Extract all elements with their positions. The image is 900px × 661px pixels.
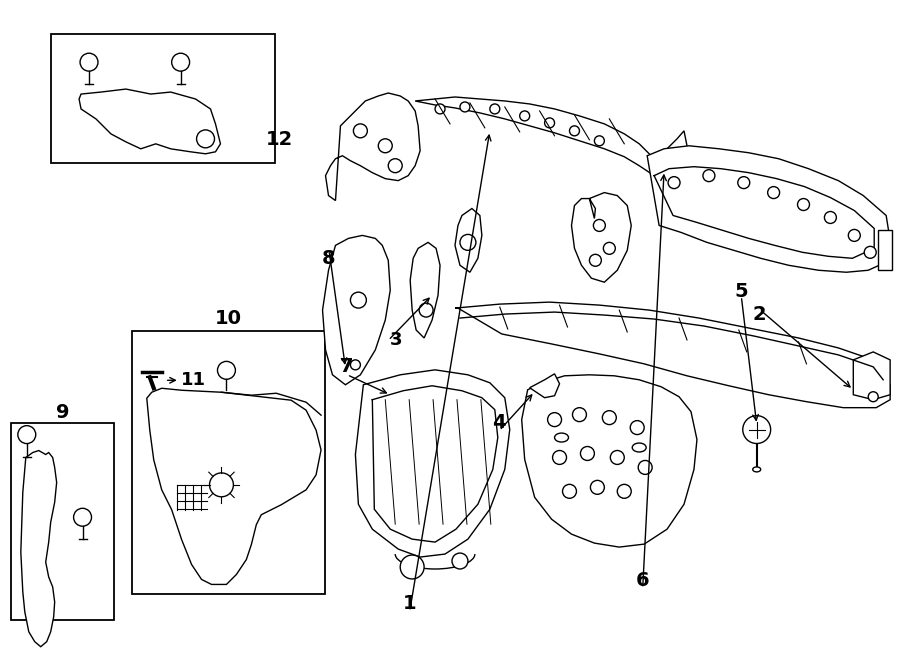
Circle shape: [603, 243, 616, 254]
Circle shape: [868, 392, 878, 402]
Circle shape: [18, 426, 36, 444]
Circle shape: [354, 124, 367, 137]
Circle shape: [460, 235, 476, 251]
Circle shape: [388, 159, 402, 173]
Circle shape: [210, 473, 233, 497]
Polygon shape: [647, 146, 890, 272]
Circle shape: [519, 111, 530, 121]
Polygon shape: [530, 374, 560, 398]
Circle shape: [570, 126, 580, 136]
Circle shape: [768, 186, 779, 198]
Text: 3: 3: [390, 331, 402, 350]
Circle shape: [350, 292, 366, 308]
Polygon shape: [455, 302, 890, 408]
Text: 1: 1: [403, 594, 417, 613]
Polygon shape: [356, 370, 509, 557]
Circle shape: [580, 447, 594, 461]
Circle shape: [196, 130, 214, 148]
Circle shape: [668, 176, 680, 188]
Circle shape: [742, 416, 770, 444]
Ellipse shape: [554, 433, 569, 442]
Circle shape: [544, 118, 554, 128]
Text: 11: 11: [181, 371, 206, 389]
Circle shape: [593, 219, 606, 231]
Circle shape: [553, 451, 566, 465]
Circle shape: [218, 362, 236, 379]
Circle shape: [638, 461, 652, 475]
Circle shape: [849, 229, 860, 241]
Polygon shape: [147, 388, 321, 584]
Circle shape: [797, 198, 809, 210]
Circle shape: [864, 247, 877, 258]
Circle shape: [610, 451, 625, 465]
Circle shape: [400, 555, 424, 579]
Polygon shape: [410, 243, 440, 338]
Circle shape: [547, 412, 562, 426]
Circle shape: [824, 212, 836, 223]
Text: 5: 5: [734, 282, 748, 301]
Text: 2: 2: [752, 305, 766, 323]
Circle shape: [738, 176, 750, 188]
Bar: [131, 330, 325, 594]
Bar: [51, 34, 275, 163]
Circle shape: [419, 303, 433, 317]
Polygon shape: [21, 451, 57, 646]
Polygon shape: [522, 375, 697, 547]
Text: 12: 12: [266, 130, 293, 149]
Text: 6: 6: [636, 571, 650, 590]
Circle shape: [562, 485, 577, 498]
Circle shape: [703, 170, 715, 182]
Circle shape: [490, 104, 500, 114]
Polygon shape: [455, 208, 482, 272]
Circle shape: [617, 485, 631, 498]
Ellipse shape: [752, 467, 760, 472]
Circle shape: [594, 136, 604, 146]
Text: 4: 4: [492, 413, 506, 432]
Circle shape: [460, 102, 470, 112]
Circle shape: [590, 481, 604, 494]
Circle shape: [572, 408, 587, 422]
Circle shape: [590, 254, 601, 266]
Bar: [11, 422, 114, 620]
Circle shape: [74, 508, 92, 526]
Circle shape: [602, 410, 616, 424]
Circle shape: [378, 139, 392, 153]
Circle shape: [350, 360, 360, 370]
Circle shape: [452, 553, 468, 569]
Text: 8: 8: [322, 249, 336, 268]
Bar: [878, 231, 892, 270]
Text: 7: 7: [340, 357, 354, 376]
Polygon shape: [322, 235, 391, 385]
Circle shape: [172, 54, 190, 71]
Polygon shape: [654, 131, 689, 186]
Circle shape: [435, 104, 445, 114]
Polygon shape: [572, 192, 631, 282]
Polygon shape: [853, 352, 890, 400]
Circle shape: [630, 420, 644, 434]
Polygon shape: [79, 89, 220, 154]
Text: 9: 9: [56, 403, 69, 422]
Polygon shape: [415, 97, 654, 176]
Text: 10: 10: [215, 309, 242, 328]
Circle shape: [80, 54, 98, 71]
Ellipse shape: [632, 443, 646, 452]
Polygon shape: [326, 93, 420, 200]
